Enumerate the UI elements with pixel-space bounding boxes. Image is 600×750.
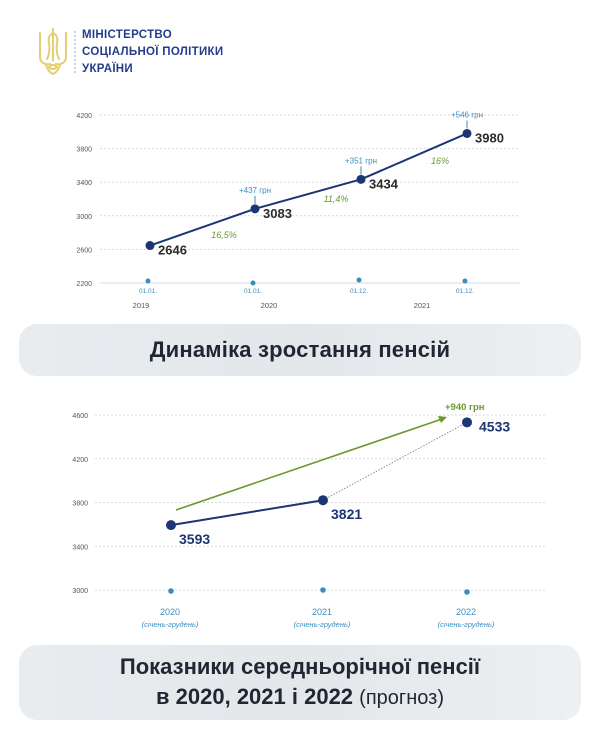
data-point <box>166 520 176 531</box>
x-marker-dot <box>250 280 256 286</box>
header-divider <box>74 31 76 73</box>
chart1-title: Динаміка зростання пенсій <box>149 337 451 362</box>
chart2-title-line1: Показники середньорічної пенсії <box>119 654 481 679</box>
x-date-label: 01.12. <box>456 288 474 295</box>
y-axis-gridlines: 2200 2600 3000 3400 3800 4200 <box>76 113 520 288</box>
y-tick-label: 4200 <box>76 113 92 120</box>
x-year-label: 2020 <box>261 301 278 310</box>
x-marker-dot <box>464 589 470 595</box>
data-point <box>318 495 328 506</box>
data-value-label: 3821 <box>331 506 362 522</box>
series-line <box>149 132 468 247</box>
x-year-label: 2021 <box>312 607 332 617</box>
growth-percent-label: 16% <box>431 156 449 166</box>
data-value-label: 3980 <box>475 130 504 145</box>
delta-label: +351 грн <box>345 156 377 165</box>
y-tick-label: 4200 <box>72 457 88 464</box>
chart2-title-forecast: (прогноз) <box>359 687 444 709</box>
x-marker-dot <box>356 277 362 283</box>
data-point <box>250 204 260 214</box>
x-date-label: 01.12. <box>350 288 368 295</box>
data-point <box>356 174 366 184</box>
x-date-label: 01.01. <box>244 288 262 295</box>
ministry-header: МІНІСТЕРСТВО СОЦІАЛЬНОЇ ПОЛІТИКИ УКРАЇНИ <box>36 24 223 80</box>
x-period-label: (січень-грудень) <box>438 620 495 629</box>
x-year-label: 2020 <box>160 607 180 617</box>
delta-label: +437 грн <box>239 186 271 195</box>
ministry-name: МІНІСТЕРСТВО СОЦІАЛЬНОЇ ПОЛІТИКИ УКРАЇНИ <box>82 27 223 77</box>
y-tick-label: 3000 <box>76 214 92 221</box>
trend-arrow-line <box>175 418 443 511</box>
x-date-label: 01.01. <box>139 288 157 295</box>
data-point <box>145 241 155 251</box>
data-value-label: 4533 <box>479 418 510 434</box>
data-value-label: 3434 <box>369 176 399 191</box>
y-tick-label: 3000 <box>72 588 88 595</box>
ministry-line-1: МІНІСТЕРСТВО <box>82 29 172 41</box>
data-value-label: 2646 <box>158 243 187 258</box>
trident-emblem-icon <box>36 27 70 77</box>
ministry-line-3: УКРАЇНИ <box>82 63 133 75</box>
average-pension-chart: 3000 3400 3800 4200 4600 2020 (січень-грудень… <box>72 402 546 629</box>
ministry-line-2: СОЦІАЛЬНОЇ ПОЛІТИКИ <box>82 46 224 58</box>
x-axis: 2020 (січень-грудень) 2021 (січень-грудень)… <box>142 587 495 629</box>
data-value-label: 3593 <box>179 531 210 547</box>
x-period-label: (січень-грудень) <box>294 620 351 629</box>
growth-percent-label: 11,4% <box>324 194 349 204</box>
data-point <box>462 417 472 428</box>
x-marker-dot <box>320 587 326 593</box>
trend-arrow-head <box>438 416 447 423</box>
chart2-title-line2: в 2020, 2021 і 2022 (прогноз) <box>156 682 444 713</box>
y-tick-label: 3800 <box>76 147 92 154</box>
chart1-title-card: Динаміка зростання пенсій <box>19 324 581 376</box>
y-tick-label: 3400 <box>76 180 92 187</box>
delta-label: +546 грн <box>451 110 483 119</box>
x-year-label: 2022 <box>456 607 476 617</box>
y-tick-label: 2200 <box>76 281 92 288</box>
plot-area: +940 грн 3593 3821 4533 <box>166 402 510 547</box>
plot-area: 2646 3083 +437 грн 3434 +351 грн 3980 +546 грн… <box>145 110 504 258</box>
forecast-line <box>322 421 468 501</box>
x-marker-dot <box>168 588 174 594</box>
y-axis-gridlines: 3000 3400 3800 4200 4600 <box>72 413 546 595</box>
x-period-label: (січень-грудень) <box>142 620 199 629</box>
data-value-label: 3083 <box>263 206 292 221</box>
chart2-title-years: в 2020, 2021 і 2022 <box>156 684 354 709</box>
y-tick-label: 3400 <box>72 544 88 551</box>
x-year-label: 2019 <box>133 301 150 310</box>
x-marker-dot <box>462 278 468 284</box>
chart2-title-card: Показники середньорічної пенсії в 2020, … <box>19 645 581 720</box>
y-tick-label: 2600 <box>76 247 92 254</box>
y-tick-label: 3800 <box>72 501 88 508</box>
x-marker-dot <box>145 278 151 284</box>
y-tick-label: 4600 <box>72 413 88 420</box>
x-year-label: 2021 <box>414 301 431 310</box>
increase-annotation: +940 грн <box>445 402 485 413</box>
data-point <box>462 128 472 138</box>
series-line <box>170 499 324 527</box>
x-axis: 01.01. 01.01. 01.12. 01.12. 2019 2020 2021 <box>133 277 474 310</box>
growth-percent-label: 16,5% <box>211 230 237 240</box>
